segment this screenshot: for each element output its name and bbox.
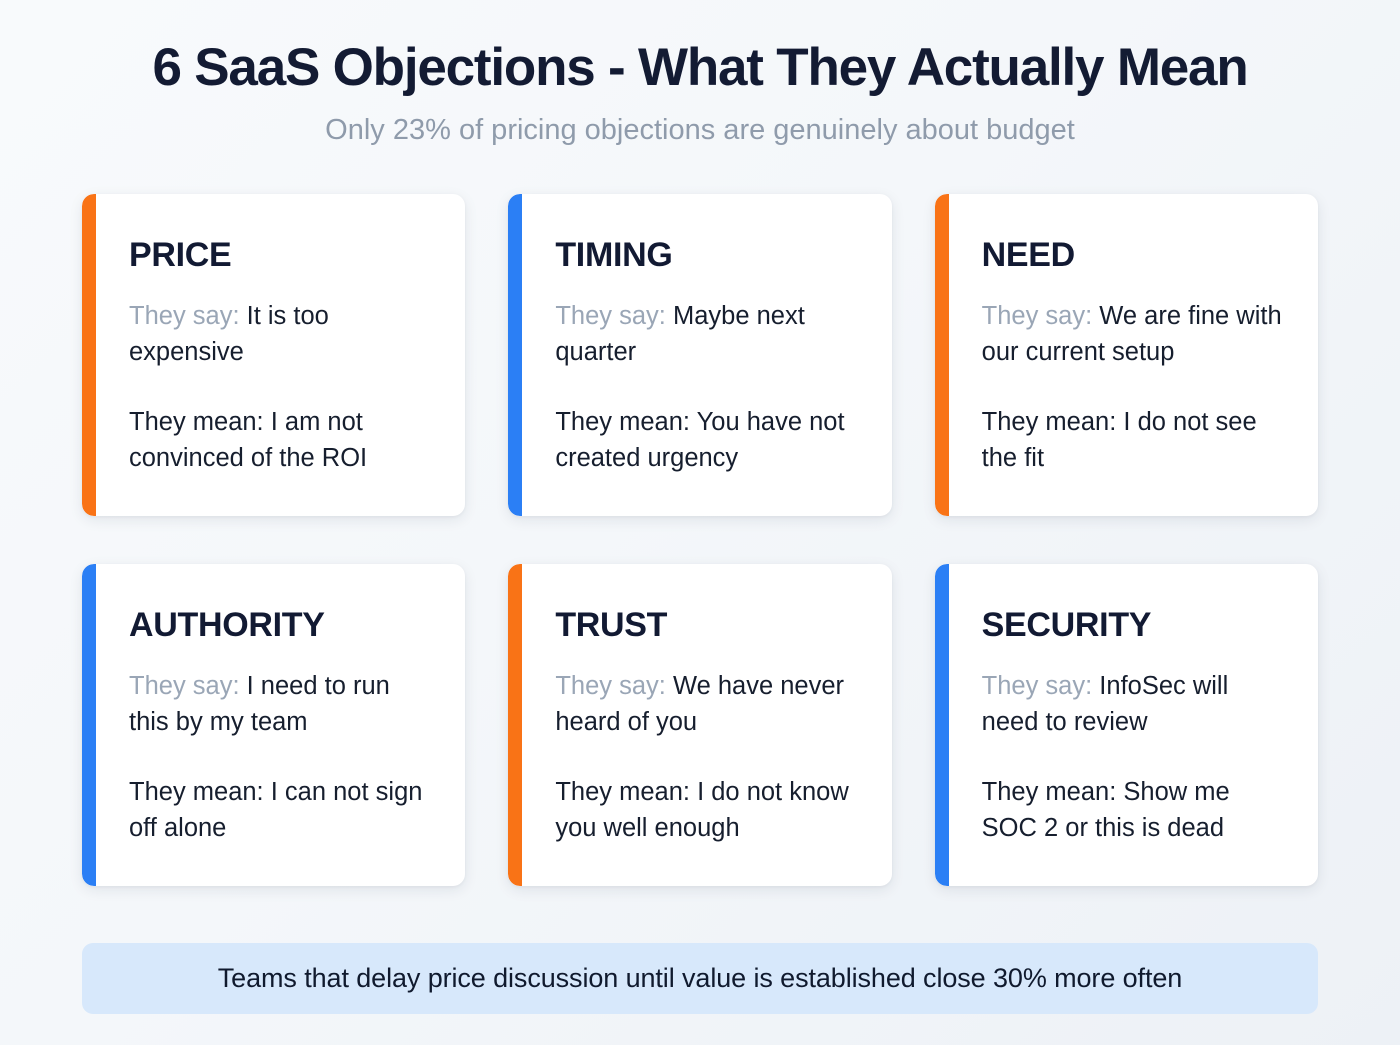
they-say-label: They say: <box>555 302 666 331</box>
they-say-line: They say: InfoSec will need to review <box>982 668 1288 740</box>
card-title: AUTHORITY <box>129 606 325 645</box>
they-mean-text: I do not see the fit <box>981 407 1257 472</box>
they-say-text: It is too expensive <box>129 302 329 367</box>
they-say-text: Maybe next quarter <box>555 302 805 367</box>
card-title: NEED <box>981 236 1076 275</box>
they-mean-line: They mean: I do not know you well enough <box>555 774 861 846</box>
they-mean-label: They mean: <box>555 777 690 806</box>
page-title: 6 SaaS Objections - What They Actually M… <box>152 38 1248 97</box>
card-title: PRICE <box>129 236 232 275</box>
they-say-line: They say: It is too expensive <box>129 298 435 370</box>
objection-card-grid: PRICE They say: It is too expensive They… <box>82 194 1318 887</box>
card-title: TIMING <box>555 236 673 275</box>
they-mean-text: You have not created urgency <box>555 407 845 472</box>
accent-bar-icon <box>508 194 523 517</box>
card-title: SECURITY <box>981 606 1152 645</box>
accent-bar-icon <box>508 564 523 887</box>
accent-bar-icon <box>82 194 96 517</box>
they-say-text: I need to run this by my team <box>129 672 390 737</box>
objection-card-security: SECURITY They say: InfoSec will need to … <box>934 564 1318 887</box>
they-mean-line: They mean: I am not convinced of the ROI <box>129 404 435 476</box>
they-say-label: They say: <box>981 302 1093 331</box>
they-say-text: We have never heard of you <box>555 672 845 737</box>
they-mean-text: Show me SOC 2 or this is dead <box>981 777 1230 842</box>
they-mean-label: They mean: <box>981 407 1117 436</box>
they-say-line: They say: Maybe next quarter <box>555 298 861 370</box>
they-say-text: We are fine with our current setup <box>981 302 1282 367</box>
they-mean-line: They mean: I can not sign off alone <box>129 774 435 846</box>
accent-bar-icon <box>82 564 96 887</box>
they-mean-text: I can not sign off alone <box>129 777 423 842</box>
they-say-label: They say: <box>981 672 1093 701</box>
they-say-label: They say: <box>129 302 240 331</box>
objection-card-trust: TRUST They say: We have never heard of y… <box>508 564 892 887</box>
they-mean-line: They mean: I do not see the fit <box>982 404 1288 476</box>
they-mean-line: They mean: You have not created urgency <box>555 404 861 476</box>
footer-insight-banner: Teams that delay price discussion until … <box>82 943 1318 1015</box>
objection-card-timing: TIMING They say: Maybe next quarter They… <box>508 194 892 517</box>
they-say-line: They say: I need to run this by my team <box>129 668 435 740</box>
they-mean-label: They mean: <box>981 777 1117 806</box>
they-mean-text: I do not know you well enough <box>555 777 849 842</box>
page-subtitle: Only 23% of pricing objections are genui… <box>325 114 1075 147</box>
accent-bar-icon <box>934 564 949 887</box>
they-mean-label: They mean: <box>555 407 690 436</box>
footer-insight-text: Teams that delay price discussion until … <box>217 963 1183 994</box>
they-mean-label: They mean: <box>129 407 264 436</box>
card-title: TRUST <box>555 606 668 645</box>
they-mean-text: I am not convinced of the ROI <box>129 407 368 472</box>
header: 6 SaaS Objections - What They Actually M… <box>82 0 1318 148</box>
they-mean-line: They mean: Show me SOC 2 or this is dead <box>982 774 1288 846</box>
they-say-label: They say: <box>555 672 666 701</box>
they-say-label: They say: <box>129 672 240 701</box>
they-say-line: They say: We are fine with our current s… <box>982 298 1288 370</box>
accent-bar-icon <box>934 194 949 517</box>
objection-card-authority: AUTHORITY They say: I need to run this b… <box>82 564 466 887</box>
they-say-line: They say: We have never heard of you <box>555 668 861 740</box>
they-say-text: InfoSec will need to review <box>981 672 1229 737</box>
objection-card-price: PRICE They say: It is too expensive They… <box>82 194 466 517</box>
they-mean-label: They mean: <box>129 777 264 806</box>
objection-card-need: NEED They say: We are fine with our curr… <box>934 194 1318 517</box>
